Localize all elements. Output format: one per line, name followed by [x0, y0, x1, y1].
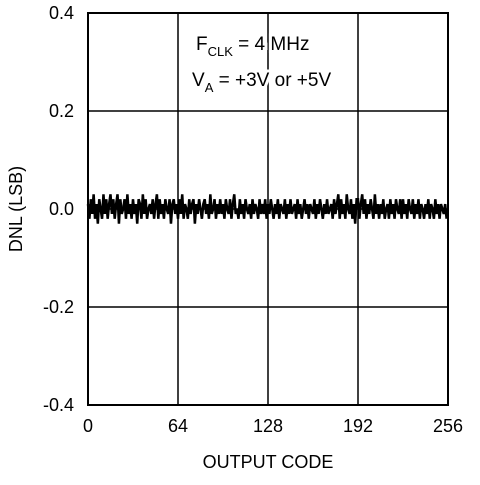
x-tick-label: 256: [433, 416, 463, 436]
annotation-sub: CLK: [208, 44, 234, 59]
x-tick-label: 0: [83, 416, 93, 436]
x-tick-label: 192: [343, 416, 373, 436]
annotation-rest: = +3V or +5V: [213, 70, 331, 91]
y-tick-label: 0.2: [49, 101, 74, 121]
y-axis-title: DNL (LSB): [6, 166, 26, 252]
y-tick-label: -0.2: [43, 297, 74, 317]
y-tick-label: 0.0: [49, 199, 74, 219]
dnl-line: [86, 194, 448, 224]
annotation: FCLK = 4 MHz: [196, 34, 309, 59]
annotation: VA = +3V or +5V: [192, 70, 331, 95]
x-tick-label: 128: [253, 416, 283, 436]
y-tick-label: 0.4: [49, 3, 74, 23]
annotation-rest: = 4 MHz: [233, 34, 310, 55]
x-tick-label: 64: [168, 416, 188, 436]
annotation-sub: A: [205, 80, 214, 95]
annotation-main: F: [196, 34, 208, 55]
y-tick-label: -0.4: [43, 395, 74, 415]
annotation-main: V: [192, 70, 205, 91]
x-axis-title: OUTPUT CODE: [203, 452, 334, 472]
